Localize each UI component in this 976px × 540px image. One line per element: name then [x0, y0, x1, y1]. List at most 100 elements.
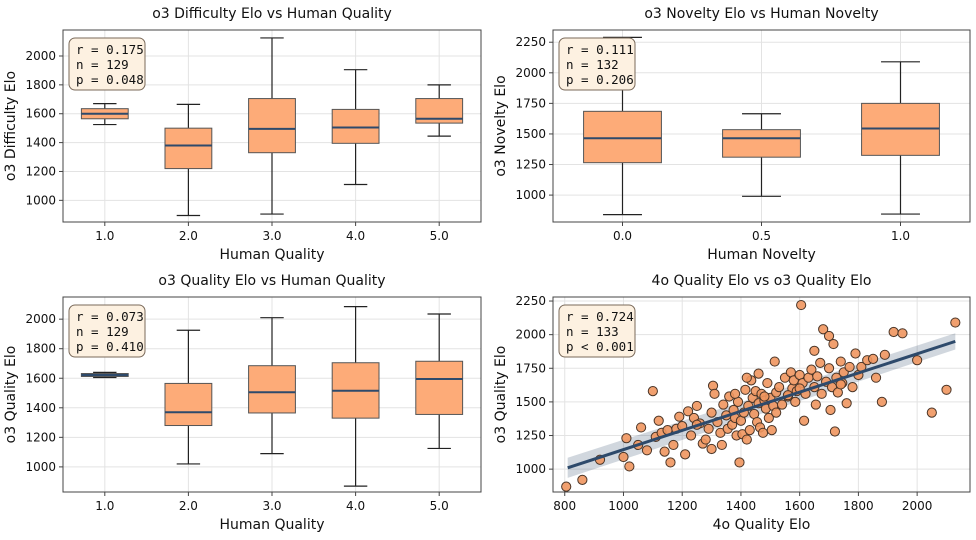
y-tick-label: 2000 [515, 66, 546, 80]
x-tick-label: 3.0 [262, 229, 281, 243]
x-tick-label: 5.0 [430, 499, 449, 513]
x-tick-label: 2.0 [179, 229, 198, 243]
x-axis-label: Human Novelty [707, 247, 816, 263]
y-tick-label: 1000 [515, 188, 546, 202]
scatter-point [812, 371, 823, 382]
iqr-box [583, 110, 662, 164]
y-tick-label: 1500 [515, 127, 546, 141]
x-tick-label: 5.0 [430, 229, 449, 243]
y-tick-label: 1600 [25, 371, 56, 385]
stats-line: n = 129 [76, 57, 129, 72]
box-4.0 [331, 306, 380, 487]
scatter-point [674, 411, 685, 422]
scatter-point [950, 317, 961, 328]
panel-4: 1000 1250 1500 1750 2000 2250 800 1000 1200 1400 1… [493, 273, 971, 533]
y-tick-label: 1200 [25, 430, 56, 444]
y-tick-label: 1800 [25, 342, 56, 356]
x-axis-label: Human Quality [220, 517, 325, 533]
scatter-point [700, 434, 711, 445]
scatter-point [561, 481, 572, 492]
iqr-box [415, 360, 464, 415]
x-tick-label: 4.0 [346, 499, 365, 513]
scatter-point [668, 439, 679, 451]
iqr-box [164, 382, 213, 427]
stats-line: p < 0.001 [566, 339, 634, 354]
scatter-point [850, 348, 861, 359]
scatter-point [744, 425, 755, 436]
scatter-point [709, 388, 720, 399]
box-0.5 [722, 113, 801, 197]
regression-line [567, 339, 956, 470]
scatter-point [888, 326, 899, 338]
scatter-point [897, 328, 908, 339]
scatter-point [798, 415, 810, 426]
y-tick-label: 1500 [515, 395, 546, 409]
x-tick-label: 0.0 [613, 229, 632, 243]
iqr-box [722, 129, 801, 158]
scatter-point [818, 324, 829, 335]
box-3.0 [248, 37, 296, 215]
scatter-point [641, 445, 653, 456]
y-tick-label: 1750 [515, 361, 546, 375]
x-tick-label: 1400 [726, 499, 757, 513]
panel-1: 1000 1200 1400 1600 1800 2000 1.0 2.0 3.0 4.0 5.0 o… [3, 6, 482, 263]
scatter-point [734, 457, 745, 468]
scatter-point [621, 433, 632, 444]
scatter-point [941, 384, 952, 395]
scatter-point [718, 399, 729, 410]
scatter-point [769, 356, 780, 367]
scatter-point [624, 461, 635, 472]
scatter-point [766, 425, 777, 436]
scatter-point [879, 349, 890, 360]
scatter-point [740, 384, 751, 395]
stats-line: p = 0.206 [566, 72, 634, 87]
scatter-point [806, 364, 817, 375]
scatter-point [816, 388, 827, 399]
stats-line: r = 0.111 [566, 42, 634, 57]
box-4.0 [331, 69, 380, 186]
scatter-point [841, 398, 852, 409]
x-tick-label: 1200 [667, 499, 698, 513]
stats-line: n = 133 [566, 324, 619, 339]
x-tick-label: 1.0 [891, 229, 910, 243]
stats-line: r = 0.175 [76, 42, 144, 57]
scatter-point [912, 355, 923, 366]
box-0.0 [583, 36, 662, 216]
x-axis-label: Human Quality [220, 247, 325, 263]
scatter-point [729, 388, 741, 399]
stats-box [68, 304, 146, 358]
y-tick-label: 1600 [25, 107, 56, 121]
box-3.0 [248, 317, 296, 455]
scatter-point [635, 422, 647, 433]
scatter-point [815, 357, 826, 368]
scatter-point [741, 434, 752, 445]
x-tick-label: 1000 [608, 499, 639, 513]
y-tick-label: 1750 [515, 96, 546, 110]
iqr-box [248, 365, 296, 414]
iqr-box [248, 98, 296, 154]
scatter-point [809, 345, 820, 356]
scatter-point [691, 400, 702, 412]
scatter-point [796, 299, 807, 311]
scatter-point [759, 391, 770, 402]
scatter-point [771, 407, 782, 418]
scatter-point [828, 338, 839, 350]
box-1.0 [80, 371, 129, 379]
stats-line: r = 0.724 [566, 309, 634, 324]
stats-line: p = 0.410 [76, 339, 144, 354]
chart-title: o3 Quality Elo vs Human Quality [158, 273, 385, 289]
stats-box [558, 304, 636, 358]
x-axis-label: 4o Quality Elo [713, 517, 811, 533]
box-1.0 [861, 61, 940, 215]
scatter-point [653, 415, 664, 426]
scatter-point [870, 372, 882, 383]
y-tick-label: 1000 [25, 460, 56, 474]
y-tick-label: 1400 [25, 136, 56, 150]
box-5.0 [415, 84, 464, 137]
stats-box [68, 37, 146, 91]
y-tick-label: 2000 [515, 328, 546, 342]
